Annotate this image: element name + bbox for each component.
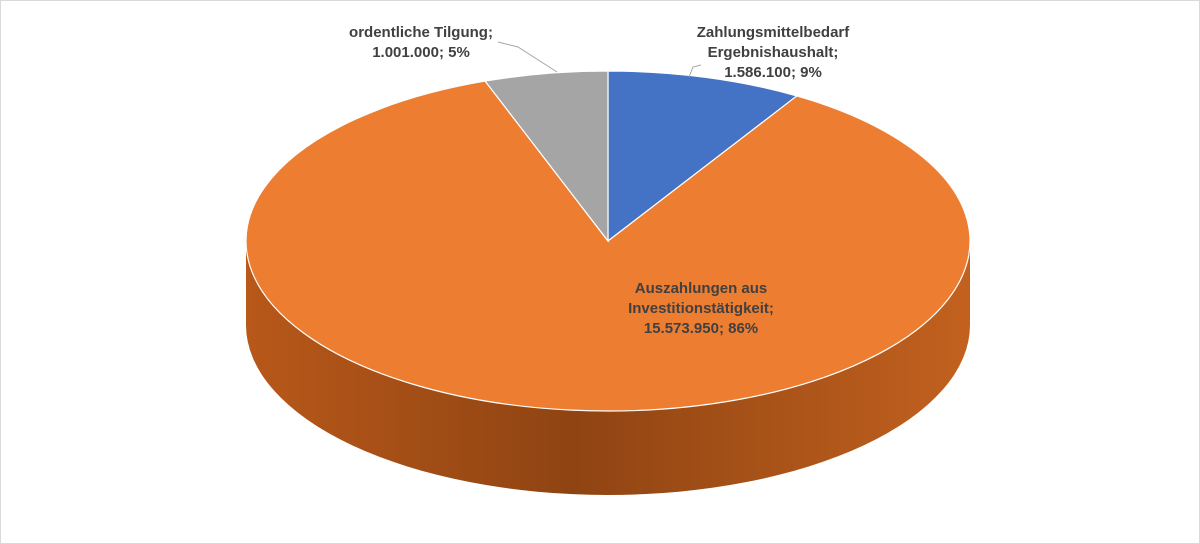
pie-slice	[607, 70, 799, 243]
label-part: ;	[438, 44, 449, 61]
pie-slice	[484, 70, 609, 243]
label-part: 9%	[800, 64, 822, 81]
label-part: 5%	[448, 44, 470, 61]
data-label: Auszahlungen aus Investitionstätigkeit; …	[606, 279, 796, 339]
label-part: 86%	[728, 320, 759, 337]
data-label: Zahlungsmittelbedarf Ergebnishaushalt; 1…	[678, 23, 868, 83]
pie-side	[246, 241, 970, 495]
label-part: 1.001.000	[372, 44, 439, 61]
pie-slice	[245, 80, 971, 412]
label-part: 15.573.950	[643, 320, 719, 337]
label-part: ;	[790, 64, 801, 81]
label-part: Zahlungsmittelbedarf Ergebnishaushalt	[696, 24, 854, 61]
label-part: ;	[487, 24, 498, 41]
label-part: Auszahlungen aus Investitionstätigkeit	[628, 280, 772, 317]
label-part: 1.586.100	[724, 64, 791, 81]
data-label: ordentliche Tilgung; 1.001.000; 5%	[331, 23, 511, 63]
label-part: ;	[718, 320, 729, 337]
leader-line	[497, 41, 558, 73]
label-part: ;	[833, 44, 843, 61]
label-part: ;	[768, 300, 779, 317]
pie	[245, 70, 971, 495]
label-part: ordentliche Tilgung	[349, 24, 488, 41]
leader-line	[688, 64, 702, 78]
